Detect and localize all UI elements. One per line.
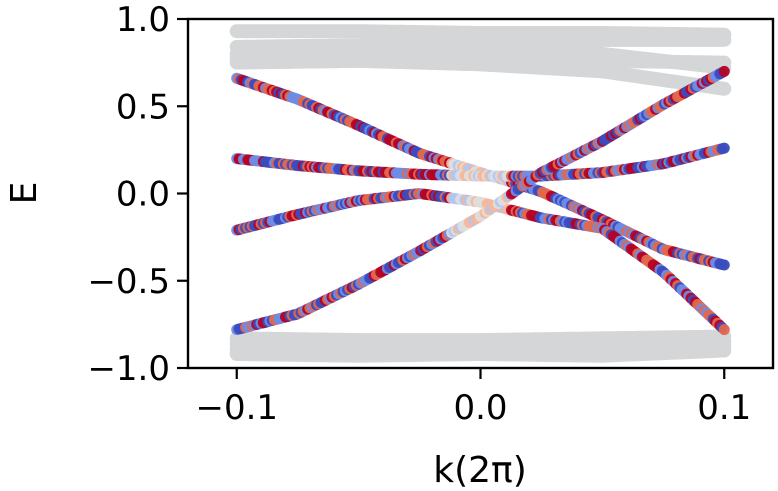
x-tick-label-2: 0.1 <box>697 388 751 428</box>
edge-point-3-220 <box>718 65 730 77</box>
y-tick-label-3: 0.5 <box>116 87 170 127</box>
bulk-point-1-220 <box>717 32 732 47</box>
y-tick-label-1: −0.5 <box>87 262 170 302</box>
x-tick-label-0: −0.1 <box>195 388 278 428</box>
y-tick-label-0: −1.0 <box>87 349 170 389</box>
bulk-point-3-220 <box>717 55 732 70</box>
y-axis-label: E <box>4 182 45 205</box>
edge-state-points <box>231 65 730 336</box>
bulk-band-points <box>229 24 732 363</box>
y-tick-label-2: 0.0 <box>116 175 170 215</box>
x-axis-ticks: −0.1 0.0 0.1 <box>195 368 751 428</box>
edge-point-1-220 <box>718 142 730 154</box>
bulk-point-8-220 <box>717 343 732 358</box>
edge-point-2-220 <box>718 324 730 336</box>
x-axis-label: k(2π) <box>433 450 527 491</box>
y-tick-label-4: 1.0 <box>116 0 170 40</box>
bulk-point-4-220 <box>717 81 732 96</box>
edge-point-0-220 <box>718 259 730 271</box>
x-tick-label-1: 0.0 <box>453 388 507 428</box>
y-axis-ticks: −1.0 −0.5 0.0 0.5 1.0 <box>87 0 188 389</box>
